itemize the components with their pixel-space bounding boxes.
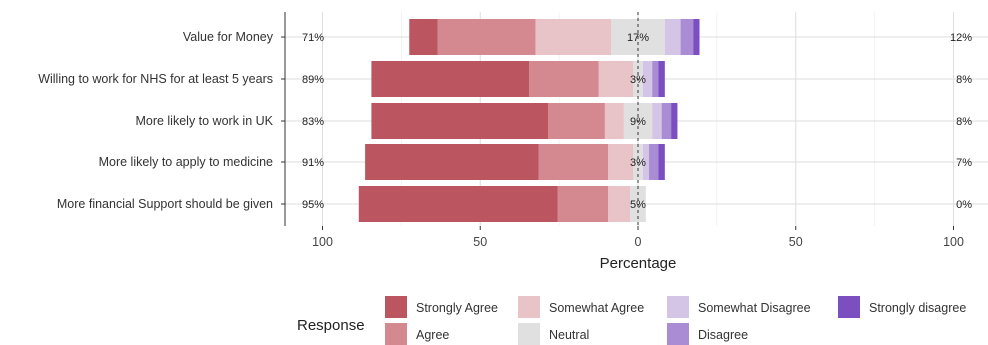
bar-segment-strongly-disagree — [658, 61, 665, 97]
bar-segment-somewhat-disagree — [664, 19, 681, 55]
category-label: More likely to work in UK — [135, 114, 273, 128]
legend-label: Strongly Agree — [416, 301, 498, 315]
bar-segment-strongly-agree — [409, 19, 438, 55]
category-label: Willing to work for NHS for at least 5 y… — [38, 72, 273, 86]
center-percent-label: 5% — [630, 199, 646, 211]
legend-label: Somewhat Agree — [549, 301, 644, 315]
legend-label: Strongly disagree — [869, 301, 966, 315]
x-tick-label: 50 — [473, 235, 487, 249]
bar-segment-somewhat-agree — [608, 186, 631, 222]
center-percent-label: 3% — [630, 157, 646, 169]
bar-segment-somewhat-agree — [535, 19, 612, 55]
legend-label: Somewhat Disagree — [698, 301, 811, 315]
bar-segment-somewhat-disagree — [652, 103, 662, 139]
right-percent-label: 0% — [956, 199, 972, 211]
bar-segment-strongly-disagree — [671, 103, 678, 139]
right-percent-label: 7% — [956, 157, 972, 169]
bar-segment-strongly-agree — [371, 103, 549, 139]
bar-segment-somewhat-agree — [598, 61, 634, 97]
legend-swatch-agree — [385, 323, 407, 345]
center-percent-label: 17% — [627, 32, 649, 44]
legend-title: Response — [297, 317, 365, 334]
x-tick-label: 100 — [943, 235, 964, 249]
bar-segment-disagree — [661, 103, 672, 139]
category-label: More likely to apply to medicine — [99, 155, 273, 169]
legend-label: Disagree — [698, 328, 748, 342]
bar-segment-agree — [557, 186, 609, 222]
legend-swatch-strongly-disagree — [838, 296, 860, 318]
bar-segment-agree — [529, 61, 599, 97]
left-percent-label: 83% — [302, 116, 324, 128]
center-percent-label: 9% — [630, 116, 646, 128]
left-percent-label: 95% — [302, 199, 324, 211]
legend-swatch-somewhat-disagree — [667, 296, 689, 318]
x-tick-label: 50 — [789, 235, 803, 249]
right-percent-label: 8% — [956, 116, 972, 128]
category-label: More financial Support should be given — [57, 197, 273, 211]
legend-label: Neutral — [549, 328, 589, 342]
legend-label: Agree — [416, 328, 449, 342]
x-tick-label: 100 — [312, 235, 333, 249]
bar-segment-disagree — [649, 144, 659, 180]
bar-segment-strongly-agree — [365, 144, 539, 180]
axis-layer: 100 50 0 50 100 — [281, 12, 964, 249]
bar-segment-somewhat-agree — [604, 103, 624, 139]
x-axis-title: Percentage — [600, 255, 677, 272]
left-percent-label: 89% — [302, 74, 324, 86]
labels-layer: Value for Money 71% 17% 12% Willing to work … — [38, 30, 972, 211]
bar-segment-agree — [538, 144, 609, 180]
legend-swatch-strongly-agree — [385, 296, 407, 318]
category-label: Value for Money — [183, 30, 274, 44]
bar-segment-agree — [437, 19, 536, 55]
legend: Response Strongly Agree Agree Somewhat Agr… — [297, 296, 966, 345]
bar-segment-somewhat-disagree — [642, 144, 650, 180]
bar-segment-disagree — [680, 19, 694, 55]
left-percent-label: 91% — [302, 157, 324, 169]
legend-swatch-somewhat-agree — [518, 296, 540, 318]
right-percent-label: 12% — [950, 32, 972, 44]
bar-segment-somewhat-disagree — [642, 61, 653, 97]
legend-swatch-neutral — [518, 323, 540, 345]
bars-layer — [358, 12, 700, 226]
bar-segment-strongly-disagree — [658, 144, 665, 180]
left-percent-label: 71% — [302, 32, 324, 44]
bar-segment-strongly-disagree — [693, 19, 700, 55]
bar-segment-agree — [548, 103, 605, 139]
bar-segment-strongly-agree — [358, 186, 558, 222]
x-tick-label: 0 — [635, 235, 642, 249]
legend-swatch-disagree — [667, 323, 689, 345]
bar-segment-somewhat-agree — [608, 144, 634, 180]
bar-segment-disagree — [652, 61, 659, 97]
center-percent-label: 3% — [630, 74, 646, 86]
bar-segment-strongly-agree — [371, 61, 530, 97]
right-percent-label: 8% — [956, 74, 972, 86]
